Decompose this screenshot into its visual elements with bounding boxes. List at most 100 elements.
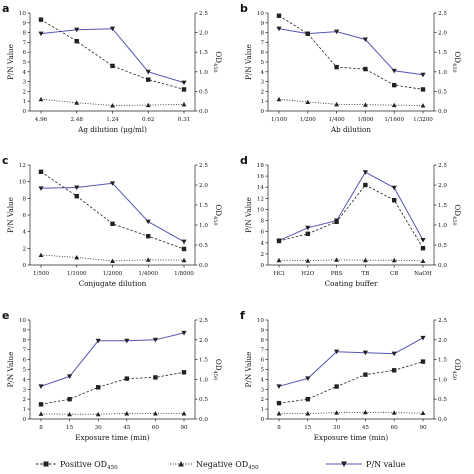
point-positive-b [276, 13, 282, 18]
x-tick-label-f: 15 [304, 425, 312, 431]
left-tick-label-f: 3 [260, 387, 264, 393]
x-tick-label-d: TB [361, 271, 369, 277]
left-tick-label-a: 8 [22, 31, 26, 37]
right-tick-label-c: 1.5 [199, 203, 208, 209]
x-tick-label-b: 1/800 [357, 117, 374, 123]
series-line-positive-d [278, 184, 424, 249]
left-tick-label-a: 9 [22, 21, 26, 27]
point-pn-f [305, 376, 311, 382]
left-tick-label-a: 2 [22, 89, 26, 95]
point-positive-d [392, 198, 397, 203]
panel-letter-e: e [2, 309, 9, 322]
point-positive-e [67, 397, 72, 402]
point-positive-c [38, 169, 44, 174]
point-negative-e [95, 411, 101, 417]
point-positive-b [420, 87, 426, 92]
point-positive-c [74, 194, 79, 199]
left-tick-label-d: 18 [257, 163, 265, 169]
point-pn-f [391, 351, 397, 357]
point-negative-e [124, 411, 130, 416]
left-tick-label-d: 8 [260, 219, 264, 225]
left-tick-label-a: 5 [22, 60, 26, 66]
legend: Positive OD450 Negative OD450 P/N value [36, 460, 406, 471]
point-pn-d [420, 238, 426, 243]
left-tick-label-c: 8 [22, 196, 26, 202]
x-tick-label-e: 15 [66, 425, 74, 431]
left-tick-label-b: 0 [260, 109, 264, 115]
x-tick-label-c: 1/8000 [174, 271, 194, 277]
x-tick-label-e: 45 [123, 425, 131, 431]
right-tick-label-a: 0.5 [199, 89, 208, 95]
left-tick-label-d: 16 [257, 174, 265, 180]
point-negative-e [38, 411, 44, 416]
x-tick-label-b: 1/200 [300, 117, 317, 123]
left-tick-label-e: 3 [22, 387, 26, 393]
point-pn-c [145, 219, 151, 225]
point-pn-f [362, 350, 368, 356]
x-tick-label-d: H2O [301, 271, 314, 277]
point-positive-d [276, 238, 282, 244]
point-positive-f [305, 397, 310, 402]
series-line-pn-e [40, 332, 185, 387]
series-line-pn-d [278, 171, 424, 242]
y-axis-label-left-c: P/N Value [6, 197, 15, 233]
x-tick-label-e: 8 [39, 425, 43, 431]
series-line-pn-a [40, 28, 185, 84]
left-tick-label-d: 14 [257, 185, 265, 191]
point-negative-d [334, 257, 339, 262]
right-tick-label-f: 0.5 [438, 397, 447, 403]
legend-negative-marker [178, 461, 184, 467]
right-tick-label-b: 2.5 [438, 11, 447, 17]
left-tick-label-b: 7 [260, 40, 264, 46]
x-tick-label-a: 0.62 [142, 117, 155, 123]
right-tick-label-f: 0.0 [438, 417, 447, 423]
x-tick-label-d: HCl [274, 271, 285, 277]
x-tick-label-d: NaOH [414, 271, 432, 277]
right-tick-label-d: 0.5 [438, 243, 447, 249]
point-negative-d [276, 257, 282, 263]
left-tick-label-e: 6 [22, 358, 26, 364]
right-tick-label-e: 1.0 [199, 377, 208, 383]
point-positive-b [334, 64, 339, 70]
point-pn-d [391, 185, 397, 191]
left-tick-label-b: 4 [260, 70, 264, 76]
left-tick-label-c: 2 [22, 246, 26, 252]
right-tick-label-e: 0.0 [199, 417, 208, 423]
left-tick-label-b: 8 [260, 31, 264, 37]
right-tick-label-b: 1.0 [438, 70, 447, 76]
left-tick-label-b: 3 [260, 80, 264, 86]
left-tick-label-c: 4 [22, 230, 26, 236]
left-tick-label-b: 6 [260, 50, 264, 56]
x-tick-label-d: PBS [331, 271, 343, 277]
series-line-negative-c [40, 254, 185, 262]
series-line-pn-b [278, 28, 424, 76]
x-tick-label-c: 1/2000 [103, 271, 123, 277]
panel-b: b 0 1 2 3 4 5 6 7 8 9 10 0.0 0.5 1.0 1.5 2.0 2.5 1/100 1/20… [240, 2, 462, 134]
right-tick-label-f: 1.5 [438, 358, 447, 364]
legend-pn-label: P/N value [366, 460, 406, 469]
x-axis-label-d: Coating buffer [325, 279, 378, 288]
legend-negative-text: Negative OD [196, 460, 248, 469]
right-tick-label-e: 2.5 [199, 318, 208, 324]
x-axis-label-f: Exposure time (min) [314, 433, 389, 442]
point-pn-a [109, 26, 116, 32]
point-positive-d [305, 231, 310, 236]
x-tick-label-f: 30 [333, 425, 341, 431]
point-positive-b [363, 66, 368, 72]
point-pn-e [181, 330, 187, 336]
legend-positive-text: Positive OD [60, 460, 107, 469]
series-line-negative-d [278, 259, 424, 262]
x-tick-label-d: CB [390, 271, 398, 277]
point-negative-c [110, 258, 115, 263]
x-axis-label-e: Exposure time (min) [75, 433, 150, 442]
x-tick-label-e: 90 [180, 425, 188, 431]
legend-positive-sub: 450 [107, 465, 118, 471]
y-axis-label-right-d: OD450 [451, 204, 462, 225]
point-positive-d [334, 219, 339, 224]
point-negative-e [67, 411, 72, 417]
point-positive-a [38, 17, 44, 22]
y-axis-label-left-a: P/N Value [6, 44, 15, 80]
right-tick-label-c: 2.0 [199, 183, 208, 189]
point-positive-f [392, 368, 397, 373]
